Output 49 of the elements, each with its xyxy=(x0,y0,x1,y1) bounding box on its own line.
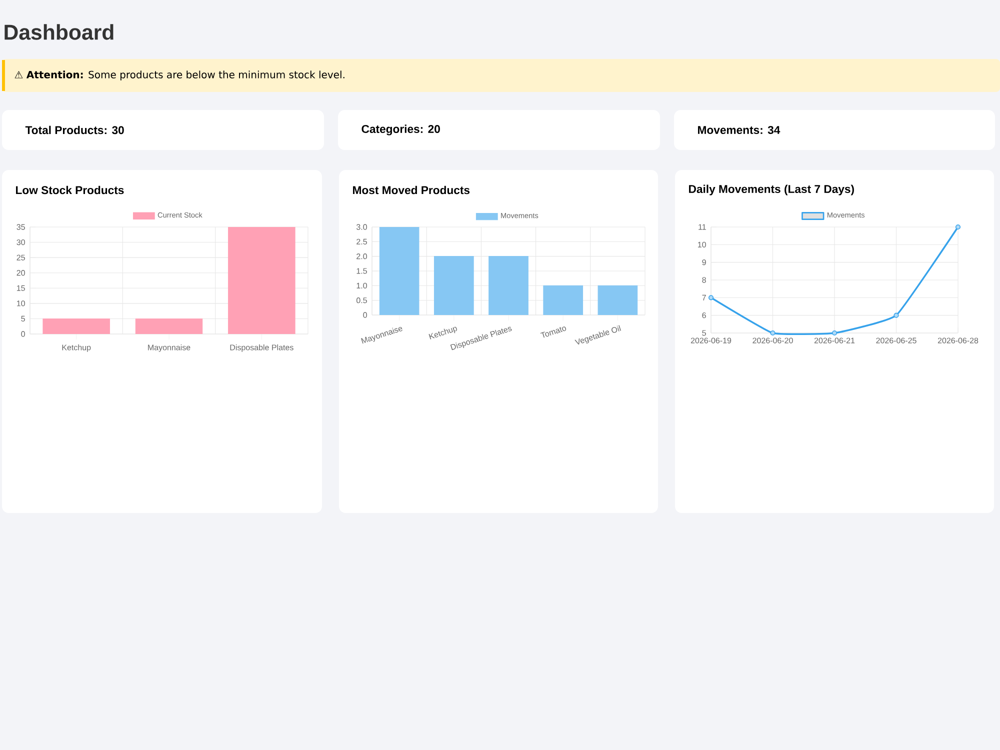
chart-title: Low Stock Products xyxy=(16,186,124,194)
y-tick-label: 30 xyxy=(16,239,25,246)
y-tick-label: 2.5 xyxy=(356,238,367,244)
y-tick-label: 0 xyxy=(363,312,367,318)
x-tick-label: 2026-06-25 xyxy=(876,338,916,344)
text: Movements: 34 xyxy=(698,126,780,134)
bar xyxy=(488,256,528,315)
y-tick-label: 6 xyxy=(702,312,706,318)
x-tick-label: 2026-06-28 xyxy=(938,338,978,344)
text: Dashboard xyxy=(4,24,114,40)
bar xyxy=(379,226,420,315)
text: Total Products: 30 xyxy=(25,126,124,134)
y-tick-label: 5 xyxy=(21,316,25,322)
y-tick-label: 25 xyxy=(16,254,25,260)
y-tick-label: 0 xyxy=(21,331,25,337)
y-tick-label: 7 xyxy=(702,294,706,300)
bar xyxy=(598,285,638,315)
x-tick-label: 2026-06-19 xyxy=(690,338,732,344)
y-tick-label: 1.5 xyxy=(356,268,367,274)
y-tick-label: 10 xyxy=(698,242,706,248)
x-tick-label: Disposable Plates xyxy=(230,344,294,352)
y-tick-label: 1.0 xyxy=(356,282,367,288)
point xyxy=(955,224,961,230)
y-tick-label: 0.5 xyxy=(356,298,367,304)
x-tick-label: Ketchup xyxy=(62,344,91,352)
bar xyxy=(434,256,474,315)
y-tick-label: 9 xyxy=(702,259,706,266)
y-tick-label: 5 xyxy=(702,330,706,336)
x-tick-label: Tomato xyxy=(540,326,566,338)
y-tick-label: 10 xyxy=(16,300,25,306)
chart-title: Daily Movements (Last 7 Days) xyxy=(689,184,854,196)
point xyxy=(770,330,776,336)
y-tick-label: 11 xyxy=(698,224,706,230)
point xyxy=(894,312,899,318)
y-tick-label: 8 xyxy=(702,277,706,283)
x-tick-label: 2026-06-21 xyxy=(814,338,855,344)
y-tick-label: 2.0 xyxy=(356,254,367,260)
y-tick-label: 20 xyxy=(16,270,25,276)
y-tick-label: 15 xyxy=(16,285,25,291)
chart-title: Most Moved Products xyxy=(353,186,470,194)
y-tick-label: 3.0 xyxy=(356,224,367,230)
y-tick-label: 35 xyxy=(16,224,25,230)
x-tick-label: 2026-06-20 xyxy=(752,338,793,344)
bar xyxy=(543,285,584,315)
point xyxy=(832,330,838,336)
text: ⚠ Attention: Some products are below the minimum stock level. xyxy=(14,70,344,80)
text: Categories: 20 xyxy=(362,124,440,136)
point xyxy=(708,295,714,300)
x-tick-label: Mayonnaise xyxy=(148,344,190,352)
